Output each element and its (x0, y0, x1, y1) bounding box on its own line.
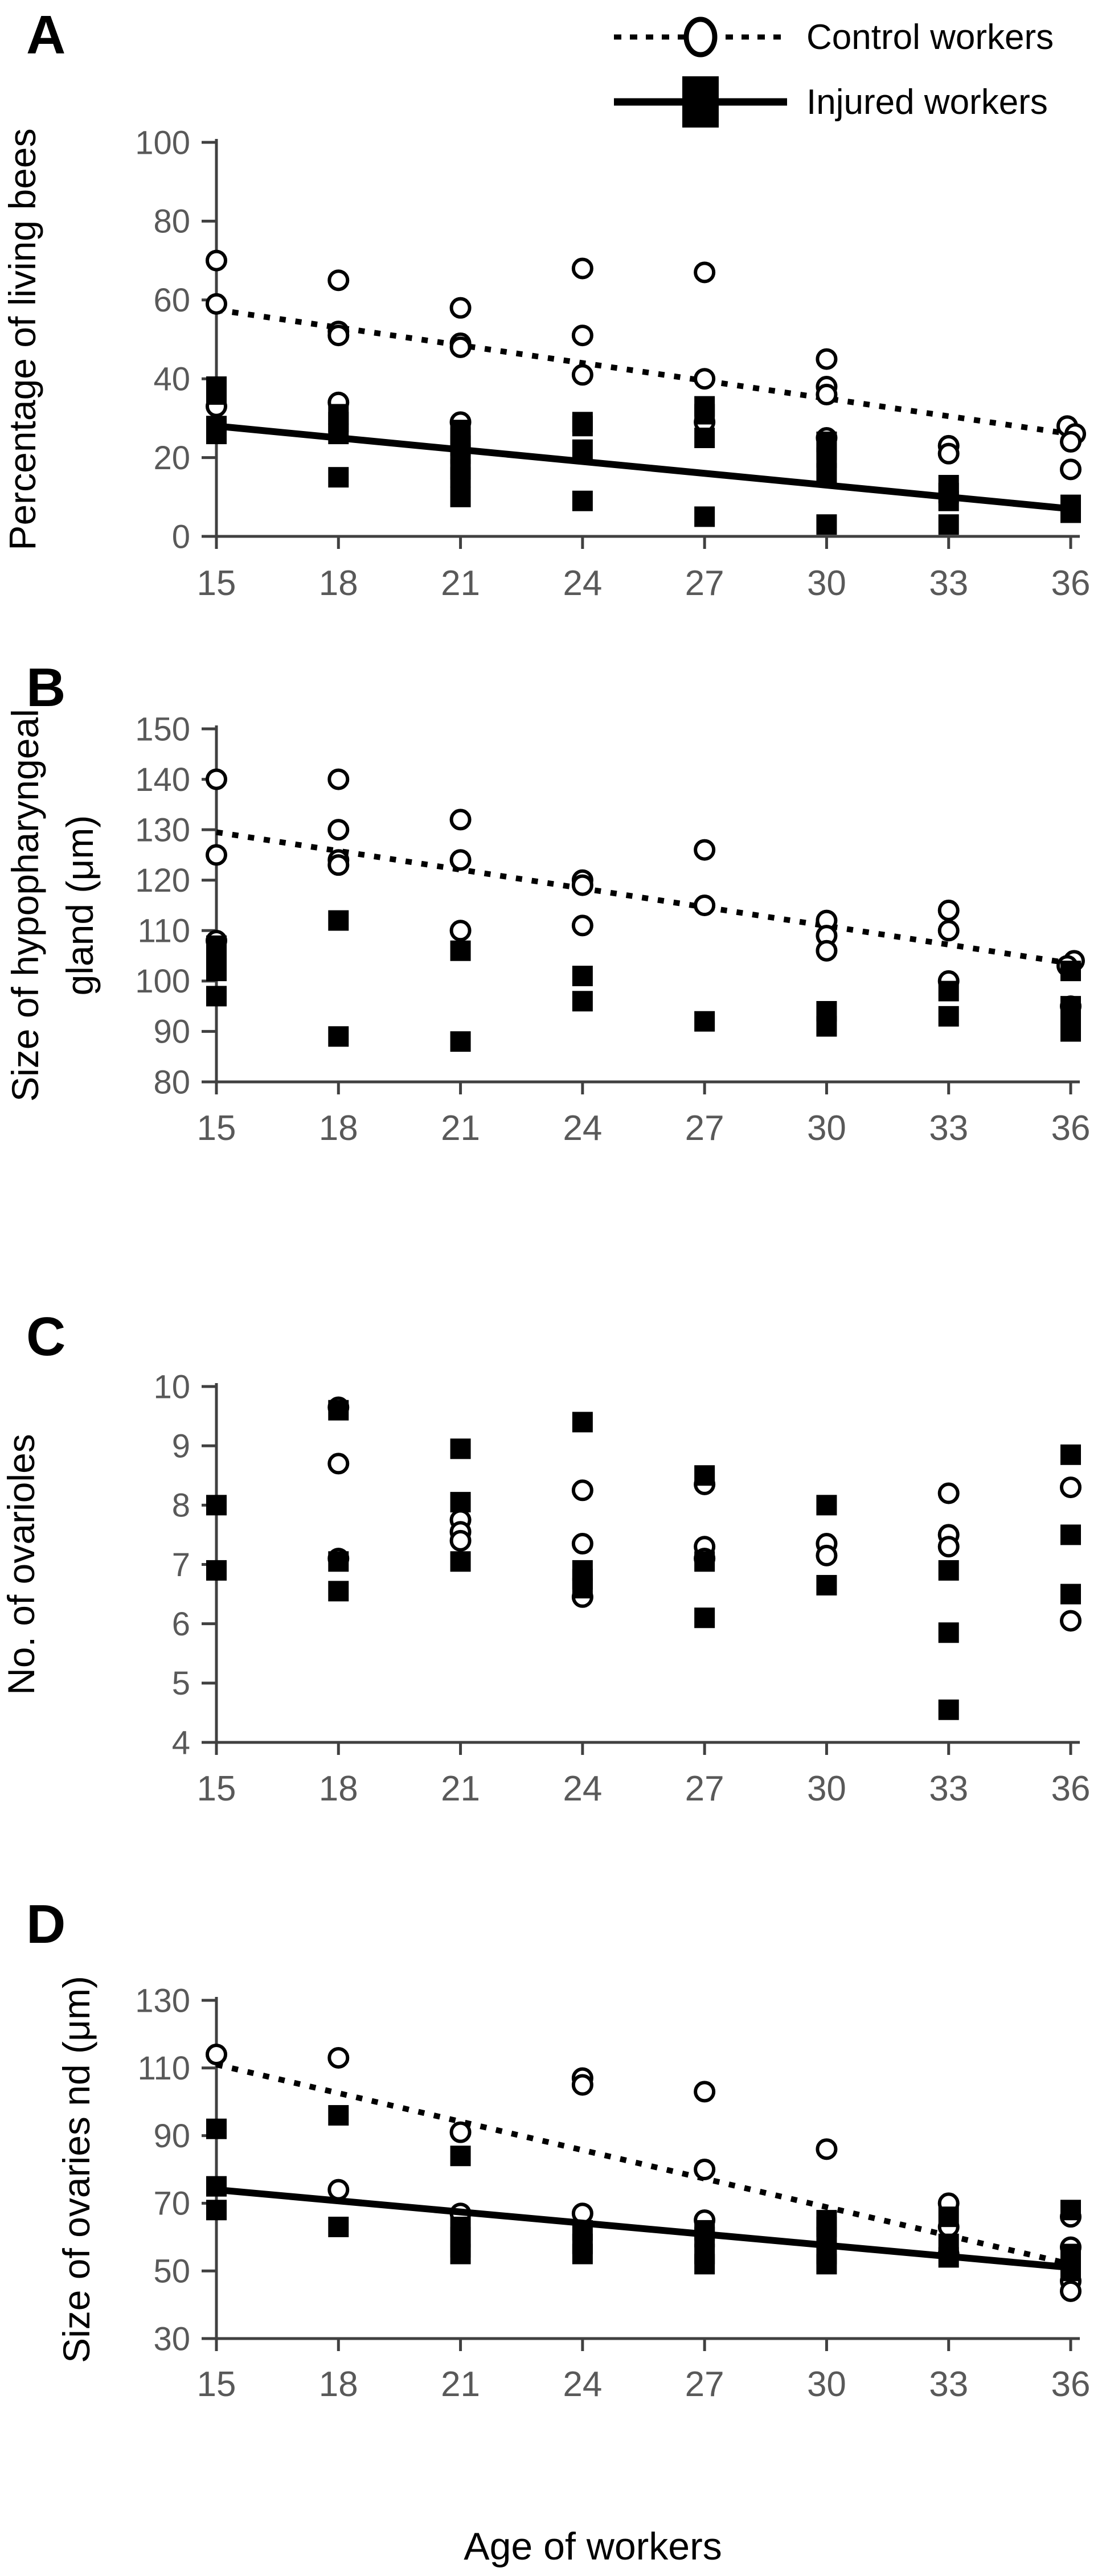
svg-text:33: 33 (929, 1769, 968, 1808)
svg-text:21: 21 (441, 564, 480, 603)
svg-text:21: 21 (441, 1769, 480, 1808)
svg-text:36: 36 (1051, 564, 1091, 603)
svg-text:Size of hypopharyngeal: Size of hypopharyngeal (4, 709, 46, 1102)
svg-text:90: 90 (153, 1014, 190, 1051)
svg-text:5: 5 (172, 1665, 190, 1702)
svg-text:130: 130 (135, 811, 190, 848)
svg-text:90: 90 (153, 2118, 190, 2155)
svg-text:80: 80 (153, 1064, 190, 1101)
svg-text:40: 40 (153, 361, 190, 398)
svg-text:60: 60 (153, 282, 190, 319)
svg-text:27: 27 (685, 1109, 724, 1148)
svg-text:30: 30 (153, 2320, 190, 2357)
panel-c-chart: 4 5 6 7 8 9 10 15 18 21 24 27 30 33 36 No. of ovarioles (0, 1368, 1091, 1808)
svg-text:0: 0 (172, 518, 190, 555)
svg-text:Size of ovaries nd (μm): Size of ovaries nd (μm) (55, 1976, 97, 2363)
svg-text:24: 24 (563, 2365, 602, 2404)
svg-text:140: 140 (135, 761, 190, 798)
svg-text:100: 100 (135, 124, 190, 161)
svg-text:27: 27 (685, 1769, 724, 1808)
x-axis-title: Age of workers (464, 2525, 722, 2568)
panel-b: B 80 90 100 110 120 130 140 150 15 18 21 24 27 30 33 36… (0, 643, 1106, 1304)
svg-text:30: 30 (807, 1769, 846, 1808)
injured-marker-icon (614, 76, 787, 128)
svg-text:18: 18 (319, 1109, 358, 1148)
svg-text:36: 36 (1051, 2365, 1091, 2404)
svg-text:21: 21 (441, 1109, 480, 1148)
svg-text:110: 110 (138, 913, 190, 950)
svg-text:24: 24 (563, 564, 602, 603)
svg-text:21: 21 (441, 2365, 480, 2404)
legend-row-injured: Injured workers (609, 69, 1099, 134)
svg-text:9: 9 (172, 1428, 190, 1465)
svg-text:27: 27 (685, 564, 724, 603)
svg-text:7: 7 (172, 1547, 190, 1584)
svg-text:18: 18 (319, 564, 358, 603)
svg-text:6: 6 (172, 1606, 190, 1643)
svg-text:30: 30 (807, 2365, 846, 2404)
svg-text:27: 27 (685, 2365, 724, 2404)
panel-b-chart: 80 90 100 110 120 130 140 150 15 18 21 24 27 30 33 36 Si… (4, 709, 1091, 1148)
svg-text:18: 18 (319, 2365, 358, 2404)
svg-text:30: 30 (807, 1109, 846, 1148)
svg-text:36: 36 (1051, 1109, 1091, 1148)
svg-text:130: 130 (135, 1982, 190, 2019)
panel-a-letter: A (26, 5, 66, 65)
panel-a-chart: 0 20 40 60 80 100 15 18 21 24 27 30 33 36 Percentage o… (1, 124, 1091, 603)
svg-text:110: 110 (138, 2050, 190, 2087)
legend-label-control: Control workers (806, 17, 1054, 57)
svg-text:Percentage of living bees: Percentage of living bees (1, 128, 43, 550)
control-marker-icon (614, 17, 787, 58)
svg-text:24: 24 (563, 1769, 602, 1808)
svg-text:15: 15 (197, 1769, 236, 1808)
svg-text:33: 33 (929, 564, 968, 603)
legend-label-injured: Injured workers (806, 82, 1048, 122)
panel-b-letter: B (26, 657, 66, 718)
panel-c-letter: C (26, 1306, 66, 1367)
svg-text:18: 18 (319, 1769, 358, 1808)
legend-row-control: Control workers (609, 5, 1099, 69)
panel-d-chart: 30 50 70 90 110 130 15 18 21 24 27 30 33 36 Size of ov… (55, 1976, 1091, 2404)
svg-text:gland (μm): gland (μm) (59, 815, 101, 996)
svg-text:33: 33 (929, 2365, 968, 2404)
panel-c: C 4 5 6 7 8 9 10 15 18 21 24 27 30 33 36 No. of ovariol… (0, 1304, 1106, 1873)
svg-text:80: 80 (153, 203, 190, 240)
svg-text:15: 15 (197, 2365, 236, 2404)
panel-d: D 30 50 70 90 110 130 15 18 21 24 27 30 33 36 Size of … (0, 1873, 1106, 2517)
svg-text:20: 20 (153, 440, 190, 477)
svg-text:15: 15 (197, 564, 236, 603)
svg-text:150: 150 (135, 711, 190, 748)
svg-text:33: 33 (929, 1109, 968, 1148)
svg-text:15: 15 (197, 1109, 236, 1148)
panel-d-letter: D (26, 1894, 66, 1955)
legend: Control workers Injured workers (609, 5, 1099, 134)
svg-text:120: 120 (135, 862, 190, 899)
svg-text:50: 50 (153, 2253, 190, 2290)
panel-a: A Control workers Injured workers 0 20 40 6… (0, 0, 1106, 643)
svg-text:36: 36 (1051, 1769, 1091, 1808)
svg-text:No. of ovarioles: No. of ovarioles (0, 1434, 42, 1695)
svg-text:24: 24 (563, 1109, 602, 1148)
svg-text:10: 10 (153, 1368, 190, 1405)
svg-text:30: 30 (807, 564, 846, 603)
svg-text:8: 8 (172, 1487, 190, 1524)
svg-text:70: 70 (153, 2185, 190, 2222)
svg-text:4: 4 (172, 1724, 190, 1761)
x-axis-title-row: Age of workers (0, 2517, 1106, 2576)
svg-text:100: 100 (135, 963, 190, 1000)
